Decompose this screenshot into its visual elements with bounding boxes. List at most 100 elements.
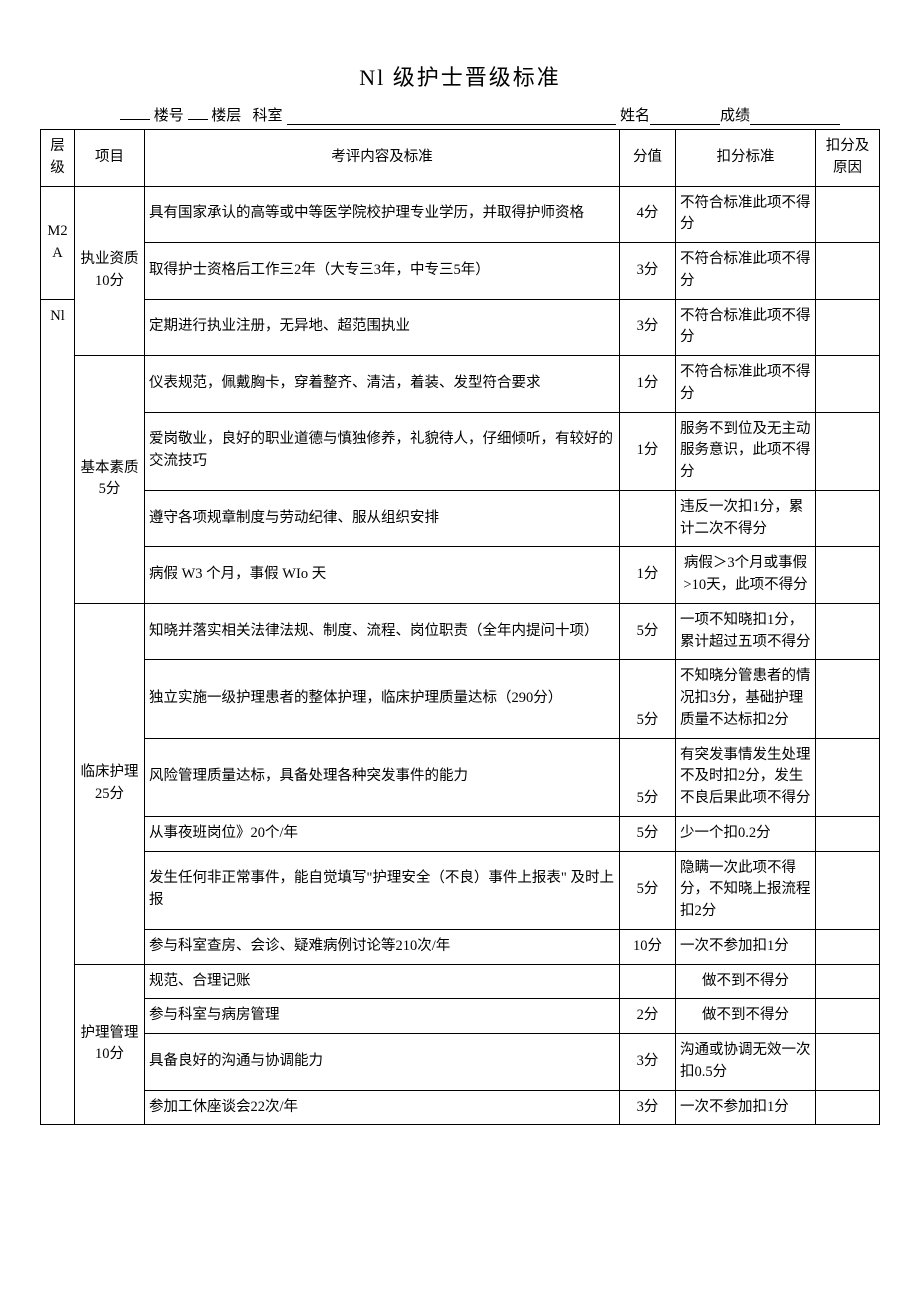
content-cell: 具备良好的沟通与协调能力 xyxy=(145,1034,620,1091)
item-cell: 基本素质5分 xyxy=(75,356,145,604)
deduct-cell: 隐瞒一次此项不得分，不知晓上报流程扣2分 xyxy=(676,851,816,929)
score-label: 成绩 xyxy=(720,108,750,124)
header-deduct: 扣分标准 xyxy=(676,130,816,187)
reason-cell xyxy=(816,603,880,660)
score-cell: 1分 xyxy=(620,547,676,604)
deduct-cell: 不符合标准此项不得分 xyxy=(676,356,816,413)
table-row: 基本素质5分仪表规范，佩戴胸卡，穿着整齐、清洁，着装、发型符合要求1分不符合标准… xyxy=(41,356,880,413)
deduct-cell: 不知晓分管患者的情况扣3分，基础护理质量不达标扣2分 xyxy=(676,660,816,738)
header-item: 项目 xyxy=(75,130,145,187)
table-row: 护理管理10分规范、合理记账做不到不得分 xyxy=(41,964,880,999)
content-cell: 病假 W3 个月，事假 WIo 天 xyxy=(145,547,620,604)
content-cell: 知晓并落实相关法律法规、制度、流程、岗位职责（全年内提问十项） xyxy=(145,603,620,660)
score-cell: 10分 xyxy=(620,929,676,964)
content-cell: 规范、合理记账 xyxy=(145,964,620,999)
score-cell: 5分 xyxy=(620,816,676,851)
reason-cell xyxy=(816,738,880,816)
reason-cell xyxy=(816,1034,880,1091)
item-cell: 执业资质10分 xyxy=(75,186,145,356)
table-row: 参加工休座谈会22次/年3分一次不参加扣1分 xyxy=(41,1090,880,1125)
score-cell: 5分 xyxy=(620,603,676,660)
reason-cell xyxy=(816,356,880,413)
name-label: 姓名 xyxy=(620,108,650,124)
table-row: 临床护理25分知晓并落实相关法律法规、制度、流程、岗位职责（全年内提问十项）5分… xyxy=(41,603,880,660)
page-title: Nl 级护士晋级标准 xyxy=(40,60,880,92)
content-cell: 取得护士资格后工作三2年（大专三3年，中专三5年） xyxy=(145,243,620,300)
table-row: 从事夜班岗位》20个/年5分少一个扣0.2分 xyxy=(41,816,880,851)
table-row: 风险管理质量达标，具备处理各种突发事件的能力5分有突发事情发生处理不及时扣2分，… xyxy=(41,738,880,816)
reason-cell xyxy=(816,851,880,929)
score-cell: 3分 xyxy=(620,299,676,356)
reason-cell xyxy=(816,299,880,356)
reason-cell xyxy=(816,660,880,738)
content-cell: 参加工休座谈会22次/年 xyxy=(145,1090,620,1125)
deduct-cell: 服务不到位及无主动服务意识，此项不得分 xyxy=(676,412,816,490)
table-row: M2 A执业资质10分具有国家承认的高等或中等医学院校护理专业学历，并取得护师资… xyxy=(41,186,880,243)
item-cell: 护理管理10分 xyxy=(75,964,145,1125)
header-content: 考评内容及标准 xyxy=(145,130,620,187)
reason-cell xyxy=(816,816,880,851)
evaluation-table: 层级 项目 考评内容及标准 分值 扣分标准 扣分及原因 M2 A执业资质10分具… xyxy=(40,129,880,1125)
reason-cell xyxy=(816,964,880,999)
content-cell: 发生任何非正常事件，能自觉填写"护理安全（不良）事件上报表" 及时上报 xyxy=(145,851,620,929)
deduct-cell: 一项不知晓扣1分，累计超过五项不得分 xyxy=(676,603,816,660)
item-cell: 临床护理25分 xyxy=(75,603,145,964)
content-cell: 仪表规范，佩戴胸卡，穿着整齐、清洁，着装、发型符合要求 xyxy=(145,356,620,413)
header-level: 层级 xyxy=(41,130,75,187)
content-cell: 遵守各项规章制度与劳动纪律、服从组织安排 xyxy=(145,490,620,547)
deduct-cell: 做不到不得分 xyxy=(676,964,816,999)
score-cell: 5分 xyxy=(620,738,676,816)
score-cell: 2分 xyxy=(620,999,676,1034)
level-cell: Nl xyxy=(41,299,75,1125)
dept-label: 科室 xyxy=(253,108,283,124)
table-row: 参与科室查房、会诊、疑难病例讨论等210次/年10分一次不参加扣1分 xyxy=(41,929,880,964)
table-row: 病假 W3 个月，事假 WIo 天1分病假＞3个月或事假>10天，此项不得分 xyxy=(41,547,880,604)
reason-cell xyxy=(816,243,880,300)
deduct-cell: 违反一次扣1分，累计二次不得分 xyxy=(676,490,816,547)
score-cell: 3分 xyxy=(620,243,676,300)
deduct-cell: 不符合标准此项不得分 xyxy=(676,299,816,356)
deduct-cell: 沟通或协调无效一次扣0.5分 xyxy=(676,1034,816,1091)
reason-cell xyxy=(816,547,880,604)
level-cell: M2 A xyxy=(41,186,75,299)
table-row: 独立实施一级护理患者的整体护理，临床护理质量达标（290分）5分不知晓分管患者的… xyxy=(41,660,880,738)
score-cell: 1分 xyxy=(620,412,676,490)
deduct-cell: 一次不参加扣1分 xyxy=(676,1090,816,1125)
table-row: 遵守各项规章制度与劳动纪律、服从组织安排违反一次扣1分，累计二次不得分 xyxy=(41,490,880,547)
score-cell: 3分 xyxy=(620,1034,676,1091)
deduct-cell: 不符合标准此项不得分 xyxy=(676,186,816,243)
deduct-cell: 病假＞3个月或事假>10天，此项不得分 xyxy=(676,547,816,604)
table-row: Nl定期进行执业注册，无异地、超范围执业3分不符合标准此项不得分 xyxy=(41,299,880,356)
score-cell: 5分 xyxy=(620,660,676,738)
table-row: 爱岗敬业，良好的职业道德与慎独修养，礼貌待人，仔细倾听，有较好的交流技巧1分服务… xyxy=(41,412,880,490)
reason-cell xyxy=(816,1090,880,1125)
deduct-cell: 不符合标准此项不得分 xyxy=(676,243,816,300)
score-cell: 4分 xyxy=(620,186,676,243)
reason-cell xyxy=(816,490,880,547)
building-label: 楼号 xyxy=(154,108,184,124)
content-cell: 从事夜班岗位》20个/年 xyxy=(145,816,620,851)
score-cell: 1分 xyxy=(620,356,676,413)
table-row: 参与科室与病房管理2分做不到不得分 xyxy=(41,999,880,1034)
score-cell xyxy=(620,964,676,999)
content-cell: 爱岗敬业，良好的职业道德与慎独修养，礼貌待人，仔细倾听，有较好的交流技巧 xyxy=(145,412,620,490)
deduct-cell: 做不到不得分 xyxy=(676,999,816,1034)
table-row: 发生任何非正常事件，能自觉填写"护理安全（不良）事件上报表" 及时上报5分隐瞒一… xyxy=(41,851,880,929)
content-cell: 具有国家承认的高等或中等医学院校护理专业学历，并取得护师资格 xyxy=(145,186,620,243)
header-reason: 扣分及原因 xyxy=(816,130,880,187)
score-cell: 3分 xyxy=(620,1090,676,1125)
content-cell: 定期进行执业注册，无异地、超范围执业 xyxy=(145,299,620,356)
deduct-cell: 有突发事情发生处理不及时扣2分，发生不良后果此项不得分 xyxy=(676,738,816,816)
reason-cell xyxy=(816,186,880,243)
score-cell: 5分 xyxy=(620,851,676,929)
form-header: 楼号 楼层 科室 姓名 成绩 xyxy=(40,104,880,125)
reason-cell xyxy=(816,412,880,490)
table-row: 取得护士资格后工作三2年（大专三3年，中专三5年）3分不符合标准此项不得分 xyxy=(41,243,880,300)
content-cell: 风险管理质量达标，具备处理各种突发事件的能力 xyxy=(145,738,620,816)
deduct-cell: 一次不参加扣1分 xyxy=(676,929,816,964)
content-cell: 参与科室查房、会诊、疑难病例讨论等210次/年 xyxy=(145,929,620,964)
deduct-cell: 少一个扣0.2分 xyxy=(676,816,816,851)
score-cell xyxy=(620,490,676,547)
reason-cell xyxy=(816,929,880,964)
table-row: 具备良好的沟通与协调能力3分沟通或协调无效一次扣0.5分 xyxy=(41,1034,880,1091)
